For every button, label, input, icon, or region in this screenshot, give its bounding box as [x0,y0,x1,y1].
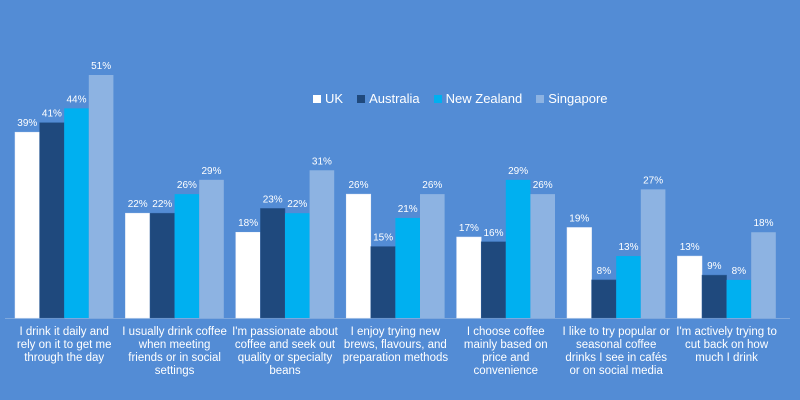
legend-label: Singapore [548,91,608,106]
data-label: 21% [398,204,418,215]
bar-singapore [751,232,776,318]
bar-new-zealand [64,108,89,319]
data-label: 27% [643,175,663,186]
bar-new-zealand [616,256,641,318]
data-label: 29% [508,166,528,177]
bar-uk [456,236,482,319]
data-label: 26% [533,180,553,191]
legend-label: New Zealand [445,91,523,106]
data-label: 41% [42,109,62,120]
data-label: 26% [177,180,197,191]
legend-item-new-zealand: New Zealand [433,91,523,106]
bar-uk [566,227,592,319]
bar-new-zealand [505,179,531,318]
bar-uk [14,131,40,319]
data-label: 16% [483,228,503,239]
bar-australia [260,208,286,319]
category-label: I like to try popular or seasonal coffee… [562,326,670,377]
bar-uk [235,231,261,319]
data-label: 18% [753,218,773,229]
bar-uk [125,212,151,319]
legend: UK Australia New Zealand Singapore [313,91,608,106]
bar-singapore [640,189,666,318]
data-label: 15% [373,233,393,244]
category-label: I choose coffee mainly based on price an… [463,326,548,377]
data-label: 18% [238,218,258,229]
legend-swatch [433,94,442,103]
bar-australia [480,241,507,319]
data-label: 22% [152,199,172,210]
data-label: 51% [91,61,111,72]
bar-new-zealand [395,217,420,318]
data-label: 22% [128,199,148,210]
data-label: 26% [348,180,368,191]
bar-australia [701,274,727,319]
legend-swatch [357,94,366,103]
bar-uk [345,193,372,319]
bar-new-zealand [174,194,200,318]
legend-swatch [313,94,321,103]
data-label: 44% [66,94,86,105]
data-label: 22% [287,199,307,210]
bar-singapore [530,194,555,318]
bar-australia [591,279,617,319]
data-label: 13% [680,242,700,253]
category-label: I'm passionate about coffee and seek out… [232,326,338,377]
data-label: 29% [201,166,221,177]
category-label: I'm actively trying to cut back on how m… [676,326,777,364]
category-label: I enjoy trying new brews, flavours, and … [342,326,449,364]
data-label: 8% [732,266,747,277]
bar-new-zealand [726,279,752,318]
data-label: 26% [422,180,442,191]
legend-item-singapore: Singapore [536,91,608,106]
bar-uk [677,255,703,319]
data-label: 8% [597,266,612,277]
data-label: 19% [569,213,589,224]
legend-label: Australia [369,91,420,106]
bar-australia [149,212,175,319]
legend-item-uk: UK [313,91,343,106]
data-label: 39% [17,118,37,129]
category-label: I drink it daily and rely on it to get m… [16,326,112,364]
legend-label: UK [325,91,344,106]
legend-swatch [536,94,545,103]
legend-item-australia: Australia [357,91,420,106]
bar-australia [39,122,65,319]
data-label: 17% [459,223,479,234]
bar-australia [370,246,396,319]
bar-new-zealand [285,213,310,318]
bar-singapore [199,179,224,318]
data-label: 13% [618,242,638,253]
bar-singapore [88,75,114,318]
bar-singapore [420,194,445,318]
category-label: I usually drink coffee when meeting frie… [122,326,227,377]
bar-singapore [309,170,335,318]
data-label: 9% [707,261,722,272]
data-label: 23% [263,194,283,205]
data-label: 31% [312,156,332,167]
